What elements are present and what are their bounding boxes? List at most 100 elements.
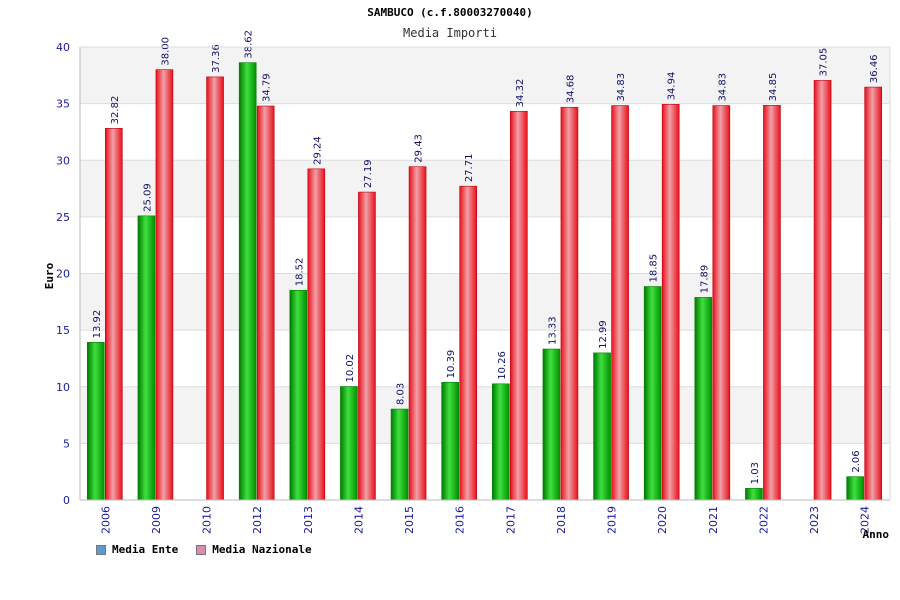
x-tick-label: 2015 [403, 506, 416, 534]
legend-swatch-ente [96, 544, 106, 555]
bar-ente-2017 [492, 383, 510, 501]
data-label: 2.06 [851, 450, 862, 472]
bars-layer [87, 62, 882, 501]
bar-nazionale-2021 [712, 105, 731, 501]
bar-nazionale-2010 [206, 76, 224, 501]
bar-ente-2015 [390, 408, 409, 501]
bar-nazionale-2009 [155, 69, 174, 501]
x-tick-label: 2018 [555, 506, 568, 534]
x-tick-label: 2014 [352, 506, 365, 534]
bar-nazionale-2022 [763, 105, 781, 501]
data-label: 34.32 [515, 79, 526, 108]
x-tick-label: 2024 [859, 506, 872, 534]
legend: Media Ente Media Nazionale [96, 543, 312, 556]
chart-title: SAMBUCO (c.f.80003270040) [367, 6, 533, 19]
data-label: 13.92 [92, 310, 103, 339]
data-label: 10.02 [345, 354, 356, 383]
data-label: 27.71 [464, 154, 475, 183]
bar-ente-2012 [238, 62, 257, 501]
bar-ente-2014 [340, 386, 358, 501]
data-label: 13.33 [547, 316, 558, 345]
bar-nazionale-2015 [408, 166, 427, 501]
legend-item-ente: Media Ente [96, 543, 178, 556]
bar-ente-2013 [289, 289, 308, 501]
data-label: 34.83 [616, 73, 627, 102]
y-tick-label: 20 [56, 268, 70, 281]
x-tick-label: 2010 [201, 506, 214, 534]
data-label: 32.82 [110, 96, 121, 125]
x-tick-label: 2021 [707, 506, 720, 534]
data-label: 36.46 [869, 54, 880, 83]
x-tick-label: 2009 [150, 506, 163, 534]
legend-swatch-nazionale [196, 544, 207, 555]
data-label: 29.43 [414, 134, 425, 163]
data-label: 1.03 [750, 462, 761, 484]
bar-nazionale-2024 [864, 86, 882, 501]
bar-ente-2020 [643, 286, 662, 501]
x-tick-label: 2022 [757, 506, 770, 534]
bar-nazionale-2016 [459, 185, 477, 501]
y-tick-label: 5 [63, 437, 70, 450]
bar-ente-2009 [137, 215, 156, 501]
legend-item-nazionale: Media Nazionale [196, 543, 312, 556]
data-label: 10.26 [497, 351, 508, 380]
bar-nazionale-2018 [560, 106, 579, 501]
bar-nazionale-2006 [105, 128, 123, 501]
legend-label-nazionale: Media Nazionale [212, 543, 312, 556]
data-label: 18.85 [649, 254, 660, 283]
x-axis-label: Anno [863, 528, 890, 541]
data-label: 10.39 [446, 350, 457, 379]
x-tick-label: 2017 [504, 506, 517, 534]
bar-nazionale-2020 [661, 104, 680, 501]
data-label: 18.52 [294, 258, 305, 287]
bar-ente-2022 [745, 488, 763, 501]
y-tick-label: 0 [63, 494, 70, 507]
bar-ente-2016 [441, 382, 459, 501]
x-tick-label: 2006 [99, 506, 112, 534]
data-label: 12.99 [598, 320, 609, 349]
data-label: 34.94 [667, 72, 678, 101]
y-tick-label: 30 [56, 154, 70, 167]
data-label: 8.03 [396, 383, 407, 405]
bar-ente-2024 [846, 476, 864, 501]
y-tick-label: 40 [56, 41, 70, 54]
bar-ente-2006 [87, 342, 105, 501]
data-label: 38.62 [244, 30, 255, 59]
y-tick-label: 25 [56, 211, 70, 224]
x-tick-label: 2012 [251, 506, 264, 534]
y-tick-label: 35 [56, 98, 70, 111]
data-label: 25.09 [142, 183, 153, 212]
chart-subtitle: Media Importi [403, 26, 497, 40]
data-label: 34.83 [717, 73, 728, 102]
x-tick-label: 2016 [454, 506, 467, 534]
bar-nazionale-2017 [510, 111, 528, 501]
bar-nazionale-2014 [358, 191, 376, 501]
data-label: 27.19 [363, 159, 374, 188]
x-tick-label: 2013 [302, 506, 315, 534]
bar-nazionale-2012 [256, 105, 275, 501]
data-label: 37.36 [211, 44, 222, 73]
data-labels-layer: 13.92 32.82 25.09 38.00 37.36 38.62 34.79 18.52… [92, 30, 880, 484]
data-label: 38.00 [160, 37, 171, 66]
y-tick-label: 10 [56, 381, 70, 394]
bar-nazionale-2023 [813, 80, 832, 501]
x-tick-label: 2020 [656, 506, 669, 534]
data-label: 34.85 [768, 73, 779, 102]
data-label: 37.05 [819, 48, 830, 77]
y-tick-label: 15 [56, 324, 70, 337]
axes-layer: 0 5 10 15 20 25 30 35 40 2006 2009 2010 2012 2013 2014… [56, 41, 891, 534]
data-label: 34.79 [262, 73, 273, 102]
data-label: 29.24 [312, 136, 323, 165]
legend-label-ente: Media Ente [112, 543, 179, 556]
data-label: 17.89 [699, 265, 710, 294]
bar-ente-2021 [694, 297, 713, 501]
x-tick-label: 2019 [606, 506, 619, 534]
y-axis-label: Euro [43, 262, 56, 289]
bar-ente-2019 [593, 352, 611, 501]
data-label: 34.68 [565, 75, 576, 104]
bar-nazionale-2019 [611, 105, 629, 501]
x-tick-label: 2023 [808, 506, 821, 534]
bar-nazionale-2013 [307, 168, 326, 501]
